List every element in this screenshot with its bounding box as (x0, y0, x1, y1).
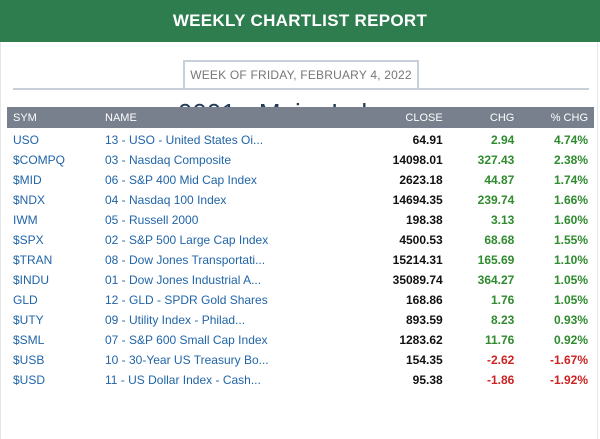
table-row[interactable]: $USB 10 - 30-Year US Treasury Bo... 154.35… (7, 350, 594, 370)
chart-name-link[interactable]: 09 - Utility Index - Philad... (105, 313, 246, 327)
symbol-link[interactable]: USO (13, 133, 40, 147)
close-value: 4500.53 (399, 233, 443, 247)
table-row[interactable]: USO 13 - USO - United States Oi... 64.91 2.… (7, 128, 594, 150)
chartlist-table: SYM NAME CLOSE CHG % CHG USO 13 - USO - U… (7, 107, 594, 390)
table-row[interactable]: GLD 12 - GLD - SPDR Gold Shares 168.86 1.76… (7, 290, 594, 310)
percent-change-value: 1.10% (553, 253, 588, 267)
chart-name-link[interactable]: 11 - US Dollar Index - Cash... (105, 373, 261, 387)
close-value: 198.38 (406, 213, 443, 227)
table-row[interactable]: $NDX 04 - Nasdaq 100 Index 14694.35 239.74 1… (7, 190, 594, 210)
table-body: USO 13 - USO - United States Oi... 64.91 2.… (7, 128, 594, 390)
column-header-pct-chg[interactable]: % CHG (550, 111, 588, 124)
symbol-link[interactable]: $SML (13, 333, 45, 347)
percent-change-value: 2.38% (553, 153, 588, 167)
close-value: 168.86 (406, 293, 443, 307)
table-row[interactable]: $SML 07 - S&P 600 Small Cap Index 1283.62 1… (7, 330, 594, 350)
symbol-link[interactable]: $INDU (13, 273, 50, 287)
chart-name-link[interactable]: 04 - Nasdaq 100 Index (105, 193, 227, 207)
column-header-close[interactable]: CLOSE (405, 111, 443, 124)
symbol-link[interactable]: $SPX (13, 233, 44, 247)
close-value: 1283.62 (399, 333, 443, 347)
close-value: 893.59 (406, 313, 443, 327)
percent-change-value: 4.74% (553, 133, 588, 147)
percent-change-value: 0.92% (553, 333, 588, 347)
percent-change-value: 1.05% (553, 293, 588, 307)
change-value: 44.87 (484, 173, 515, 187)
banner-title: WEEKLY CHARTLIST REPORT (172, 11, 428, 30)
week-label: WEEK OF FRIDAY, FEBRUARY 4, 2022 (183, 60, 419, 88)
change-value: 327.43 (477, 153, 515, 167)
close-value: 15214.31 (392, 253, 443, 267)
symbol-link[interactable]: $UTY (13, 313, 44, 327)
page-title: 0001 - Major Indexes (177, 98, 423, 128)
symbol-link[interactable]: $USD (13, 373, 46, 387)
change-value: 68.68 (484, 233, 515, 247)
symbol-link[interactable]: IWM (13, 213, 38, 227)
change-value: -1.86 (487, 373, 515, 387)
close-value: 14694.35 (392, 193, 443, 207)
percent-change-value: -1.92% (549, 373, 588, 387)
report-banner: WEEKLY CHARTLIST REPORT (0, 0, 600, 42)
column-header-chg[interactable]: CHG (489, 111, 515, 124)
table-row[interactable]: $TRAN 08 - Dow Jones Transportati... 15214… (7, 250, 594, 270)
table-row[interactable]: $MID 06 - S&P 400 Mid Cap Index 2623.18 44.… (7, 170, 594, 190)
chart-name-link[interactable]: 10 - 30-Year US Treasury Bo... (105, 353, 269, 367)
table-row[interactable]: $UTY 09 - Utility Index - Philad... 893.59… (7, 310, 594, 330)
week-divider (13, 88, 589, 90)
week-header: WEEK OF FRIDAY, FEBRUARY 4, 2022 (13, 60, 589, 90)
symbol-link[interactable]: $TRAN (13, 253, 53, 267)
chart-name-link[interactable]: 07 - S&P 600 Small Cap Index (105, 333, 268, 347)
percent-change-value: 0.93% (553, 313, 588, 327)
close-value: 154.35 (406, 353, 443, 367)
report-panel: WEEK OF FRIDAY, FEBRUARY 4, 2022 0001 - … (0, 42, 598, 439)
percent-change-value: 1.74% (553, 173, 588, 187)
column-header-sym[interactable]: SYM (13, 111, 37, 124)
percent-change-value: 1.05% (553, 273, 588, 287)
symbol-link[interactable]: $USB (13, 353, 45, 367)
change-value: 239.74 (477, 193, 515, 207)
change-value: 11.76 (484, 333, 515, 347)
table-row[interactable]: $INDU 01 - Dow Jones Industrial A... 35089… (7, 270, 594, 290)
symbol-link[interactable]: $NDX (13, 193, 46, 207)
change-value: 165.69 (477, 253, 515, 267)
percent-change-value: -1.67% (549, 353, 588, 367)
table-row[interactable]: $USD 11 - US Dollar Index - Cash... 95.38 -… (7, 370, 594, 390)
change-value: 3.13 (491, 213, 515, 227)
column-header-name[interactable]: NAME (105, 111, 137, 124)
table-row[interactable]: IWM 05 - Russell 2000 198.38 3.13 1.60% (7, 210, 594, 230)
close-value: 35089.74 (392, 273, 443, 287)
change-value: 2.94 (491, 133, 515, 147)
chart-name-link[interactable]: 05 - Russell 2000 (105, 213, 199, 227)
chart-name-link[interactable]: 01 - Dow Jones Industrial A... (105, 273, 262, 287)
chart-name-link[interactable]: 06 - S&P 400 Mid Cap Index (105, 173, 257, 187)
table-row[interactable]: $COMPQ 03 - Nasdaq Composite 14098.01 327.4… (7, 150, 594, 170)
chart-name-link[interactable]: 12 - GLD - SPDR Gold Shares (105, 293, 268, 307)
close-value: 2623.18 (399, 173, 443, 187)
table-header-row: SYM NAME CLOSE CHG % CHG (7, 107, 594, 128)
symbol-link[interactable]: $MID (13, 173, 42, 187)
table-row[interactable]: $SPX 02 - S&P 500 Large Cap Index 4500.53 6… (7, 230, 594, 250)
close-value: 95.38 (412, 373, 443, 387)
change-value: 1.76 (491, 293, 515, 307)
change-value: 8.23 (491, 313, 515, 327)
symbol-link[interactable]: GLD (13, 293, 38, 307)
symbol-link[interactable]: $COMPQ (13, 153, 66, 167)
percent-change-value: 1.55% (553, 233, 588, 247)
chart-name-link[interactable]: 08 - Dow Jones Transportati... (105, 253, 266, 267)
close-value: 14098.01 (392, 153, 443, 167)
change-value: -2.62 (487, 353, 515, 367)
change-value: 364.27 (477, 273, 515, 287)
percent-change-value: 1.60% (553, 213, 588, 227)
close-value: 64.91 (412, 133, 443, 147)
chart-name-link[interactable]: 02 - S&P 500 Large Cap Index (105, 233, 269, 247)
chart-name-link[interactable]: 13 - USO - United States Oi... (105, 133, 264, 147)
chart-name-link[interactable]: 03 - Nasdaq Composite (105, 153, 232, 167)
percent-change-value: 1.66% (553, 193, 588, 207)
